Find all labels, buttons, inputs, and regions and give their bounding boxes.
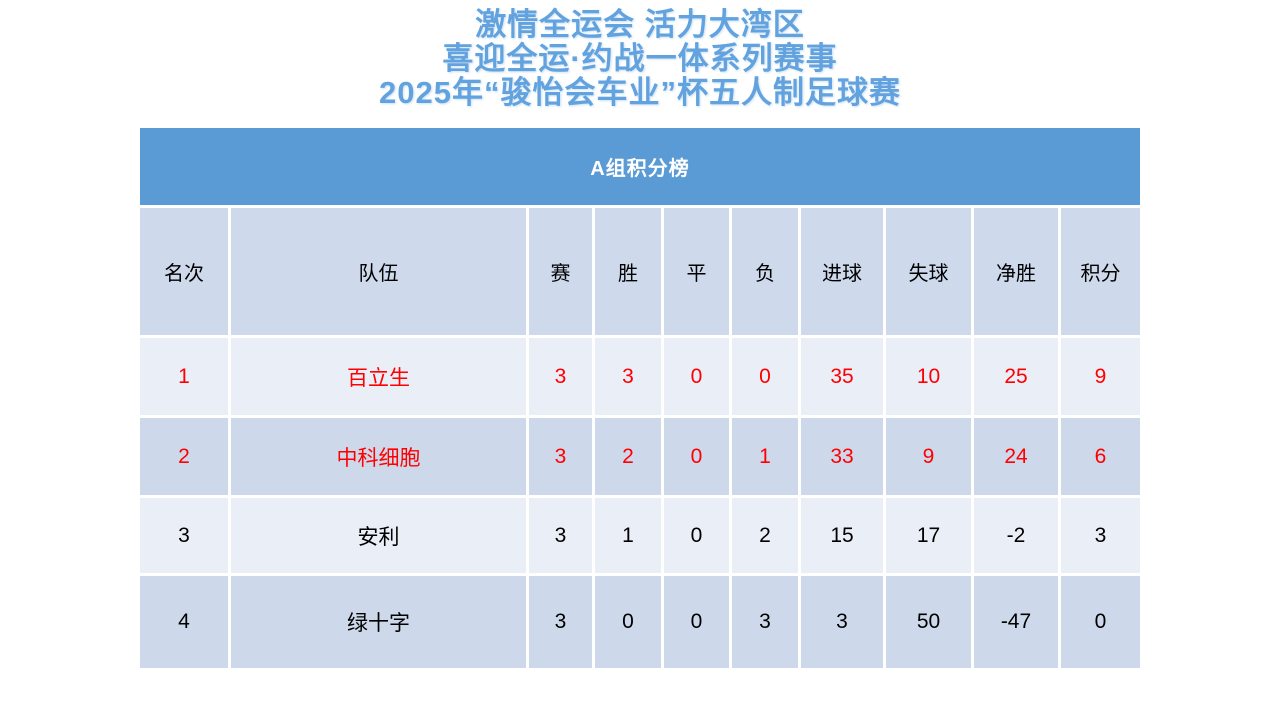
stat-cell: 25	[974, 338, 1058, 415]
column-header: 赛	[529, 208, 592, 335]
stat-cell: 0	[595, 576, 661, 668]
team-cell: 百立生	[231, 338, 526, 415]
stat-cell: 3	[529, 576, 592, 668]
stat-cell: 3	[801, 576, 883, 668]
stat-cell: 1	[732, 418, 798, 495]
stat-cell: 24	[974, 418, 1058, 495]
stat-cell: 3	[595, 338, 661, 415]
column-header: 净胜	[974, 208, 1058, 335]
stat-cell: 35	[801, 338, 883, 415]
stat-cell: -47	[974, 576, 1058, 668]
column-header: 积分	[1061, 208, 1140, 335]
title-line-2: 喜迎全运·约战一体系列赛事	[442, 41, 838, 76]
rank-cell: 3	[140, 498, 228, 573]
column-header: 平	[664, 208, 729, 335]
column-header: 队伍	[231, 208, 526, 335]
team-cell: 绿十字	[231, 576, 526, 668]
stat-cell: 2	[732, 498, 798, 573]
stat-cell: 50	[886, 576, 971, 668]
stat-cell: 9	[886, 418, 971, 495]
rank-cell: 4	[140, 576, 228, 668]
rank-cell: 2	[140, 418, 228, 495]
stat-cell: 0	[1061, 576, 1140, 668]
title-line-1: 激情全运会 活力大湾区	[475, 7, 805, 42]
stat-cell: 3	[1061, 498, 1140, 573]
stat-cell: 3	[529, 418, 592, 495]
rank-cell: 1	[140, 338, 228, 415]
stat-cell: 6	[1061, 418, 1140, 495]
column-header: 进球	[801, 208, 883, 335]
stat-cell: 1	[595, 498, 661, 573]
stat-cell: 2	[595, 418, 661, 495]
stat-cell: 3	[732, 576, 798, 668]
stat-cell: 33	[801, 418, 883, 495]
stat-cell: 0	[664, 498, 729, 573]
team-cell: 安利	[231, 498, 526, 573]
column-header: 胜	[595, 208, 661, 335]
stat-cell: 0	[664, 418, 729, 495]
stat-cell: 9	[1061, 338, 1140, 415]
standings-table: 名次 队伍赛胜平负进球 失球 净胜 积分 1 百立生 3 3 0 0 35 10 25 9 2 中科细胞 3 2 0 1…	[140, 208, 1140, 668]
stat-cell: 15	[801, 498, 883, 573]
stat-cell: 0	[664, 576, 729, 668]
event-titles: 激情全运会 活力大湾区 喜迎全运·约战一体系列赛事 2025年“骏怡会车业”杯五…	[0, 8, 1280, 110]
stat-cell: 0	[664, 338, 729, 415]
column-header: 失球	[886, 208, 971, 335]
stat-cell: -2	[974, 498, 1058, 573]
team-cell: 中科细胞	[231, 418, 526, 495]
stat-cell: 3	[529, 338, 592, 415]
stat-cell: 3	[529, 498, 592, 573]
stat-cell: 17	[886, 498, 971, 573]
group-header: A组积分榜	[140, 128, 1140, 205]
column-header: 名次	[140, 208, 228, 335]
title-line-3: 2025年“骏怡会车业”杯五人制足球赛	[379, 75, 901, 110]
column-header: 负	[732, 208, 798, 335]
stat-cell: 10	[886, 338, 971, 415]
stat-cell: 0	[732, 338, 798, 415]
